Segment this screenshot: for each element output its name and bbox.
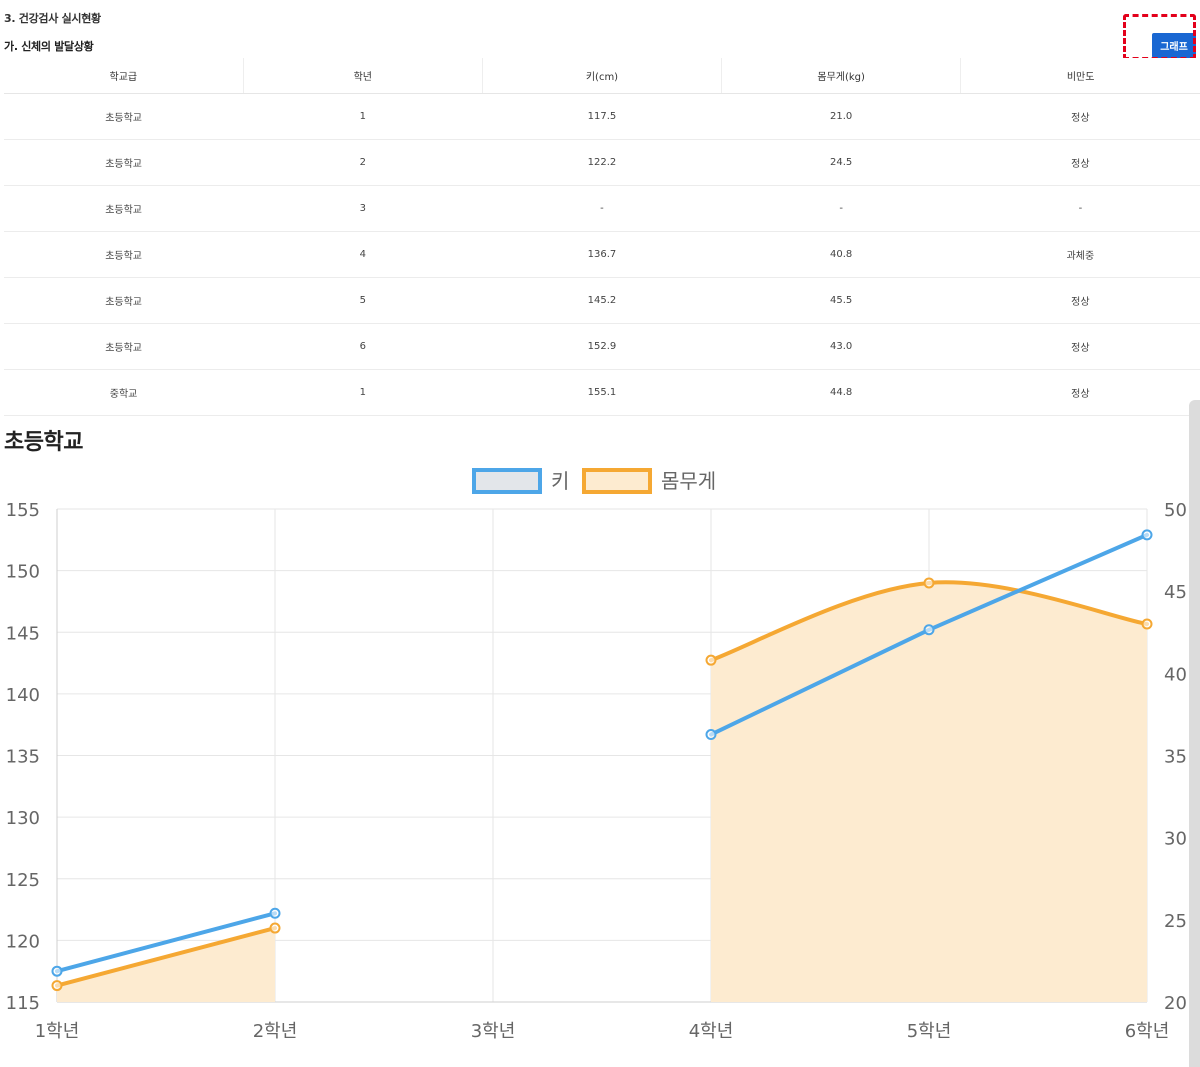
- cell-obesity: 정상: [960, 139, 1200, 186]
- cell-grade: 4: [243, 231, 483, 278]
- x-tick-label: 4학년: [689, 1021, 734, 1042]
- y-right-tick-label: 50: [1164, 500, 1187, 521]
- y-right-tick-label: 45: [1164, 582, 1187, 603]
- graph-button[interactable]: 그래프: [1152, 33, 1196, 58]
- data-point-height: [705, 729, 717, 741]
- table-row: 초등학교 6 152.9 43.0 정상: [4, 323, 1200, 370]
- column-header-obesity: 비만도: [960, 58, 1200, 94]
- scrollbar[interactable]: [1189, 400, 1200, 1067]
- cell-grade: 6: [243, 323, 483, 370]
- cell-school-level: 중학교: [4, 369, 244, 416]
- cell-weight: -: [721, 185, 961, 232]
- x-tick-label: 2학년: [253, 1021, 298, 1042]
- data-point-weight: [923, 577, 935, 589]
- y-right-tick-label: 30: [1164, 829, 1187, 850]
- cell-grade: 1: [243, 93, 483, 140]
- y-right-tick-label: 20: [1164, 993, 1187, 1014]
- legend-swatch-weight: [582, 468, 652, 494]
- table-row: 초등학교 1 117.5 21.0 정상: [4, 93, 1200, 140]
- cell-grade: 3: [243, 185, 483, 232]
- legend-label-height: 키: [551, 469, 569, 493]
- table-row: 초등학교 4 136.7 40.8 과체중: [4, 231, 1200, 278]
- y-right-tick-label: 40: [1164, 664, 1187, 685]
- x-tick-label: 5학년: [907, 1021, 952, 1042]
- y-left-tick-label: 130: [6, 808, 40, 829]
- cell-school-level: 초등학교: [4, 323, 244, 370]
- cell-weight: 40.8: [721, 231, 961, 278]
- cell-height: 152.9: [482, 323, 722, 370]
- cell-school-level: 초등학교: [4, 231, 244, 278]
- x-tick-label: 6학년: [1125, 1021, 1170, 1042]
- table-header-row: 학교급 학년 키(cm) 몸무게(kg) 비만도: [4, 58, 1200, 94]
- cell-school-level: 초등학교: [4, 277, 244, 324]
- cell-height: 122.2: [482, 139, 722, 186]
- y-left-tick-label: 125: [6, 870, 40, 891]
- series-line-height: [55, 911, 277, 974]
- cell-obesity: 정상: [960, 369, 1200, 416]
- series-area-weight: [711, 582, 1147, 1002]
- chart-legend: 키 몸무게: [472, 468, 716, 494]
- column-header-weight: 몸무게(kg): [721, 58, 961, 94]
- y-left-tick-label: 155: [6, 500, 40, 521]
- sub-section-title: 가. 신체의 발달상황: [4, 40, 94, 53]
- cell-obesity: 정상: [960, 277, 1200, 324]
- cell-grade: 5: [243, 277, 483, 324]
- data-point-weight: [705, 654, 717, 666]
- cell-height: 155.1: [482, 369, 722, 416]
- data-point-weight: [1141, 618, 1153, 630]
- section-title: 3. 건강검사 실시현황: [4, 12, 101, 25]
- cell-school-level: 초등학교: [4, 93, 244, 140]
- cell-obesity: -: [960, 185, 1200, 232]
- cell-height: 117.5: [482, 93, 722, 140]
- y-left-tick-label: 140: [6, 685, 40, 706]
- cell-grade: 1: [243, 369, 483, 416]
- data-point-height: [923, 624, 935, 636]
- series-area-weight: [57, 928, 275, 1002]
- y-left-tick-label: 120: [6, 931, 40, 952]
- x-tick-label: 3학년: [471, 1021, 516, 1042]
- legend-label-weight: 몸무게: [661, 469, 716, 493]
- cell-obesity: 정상: [960, 323, 1200, 370]
- cell-weight: 43.0: [721, 323, 961, 370]
- cell-height: -: [482, 185, 722, 232]
- series-line-weight: [55, 926, 277, 988]
- cell-obesity: 정상: [960, 93, 1200, 140]
- cell-weight: 45.5: [721, 277, 961, 324]
- y-left-tick-label: 115: [6, 993, 40, 1014]
- cell-height: 145.2: [482, 277, 722, 324]
- x-tick-label: 1학년: [35, 1021, 80, 1042]
- cell-weight: 21.0: [721, 93, 961, 140]
- column-header-grade: 학년: [242, 58, 483, 94]
- data-point-height: [269, 907, 281, 919]
- table-row: 초등학교 3 - - -: [4, 185, 1200, 232]
- column-header-school-level: 학교급: [4, 58, 244, 94]
- y-left-tick-label: 150: [6, 562, 40, 583]
- column-header-height: 키(cm): [481, 58, 722, 94]
- cell-height: 136.7: [482, 231, 722, 278]
- y-right-tick-label: 35: [1164, 747, 1187, 768]
- data-point-weight: [51, 980, 63, 992]
- growth-chart: 115 120 125 130 135 140 145 150 155 20 25 30 35 40 45 5…: [6, 468, 1187, 1042]
- y-left-tick-label: 145: [6, 623, 40, 644]
- cell-weight: 44.8: [721, 369, 961, 416]
- data-point-height: [1141, 529, 1153, 541]
- table-row: 중학교 1 155.1 44.8 정상: [4, 369, 1200, 416]
- y-left-tick-label: 135: [6, 747, 40, 768]
- data-point-height: [51, 965, 63, 977]
- growth-table: 학교급 학년 키(cm) 몸무게(kg) 비만도 초등학교 1 117.5 21…: [4, 58, 1200, 416]
- table-row: 초등학교 2 122.2 24.5 정상: [4, 139, 1200, 186]
- table-row: 초등학교 5 145.2 45.5 정상: [4, 277, 1200, 324]
- data-point-weight: [269, 922, 281, 934]
- cell-school-level: 초등학교: [4, 139, 244, 186]
- cell-obesity: 과체중: [960, 231, 1200, 278]
- cell-weight: 24.5: [721, 139, 961, 186]
- y-right-tick-label: 25: [1164, 911, 1187, 932]
- legend-swatch-height: [472, 468, 542, 494]
- cell-grade: 2: [243, 139, 483, 186]
- cell-school-level: 초등학교: [4, 185, 244, 232]
- chart-title: 초등학교: [4, 430, 83, 455]
